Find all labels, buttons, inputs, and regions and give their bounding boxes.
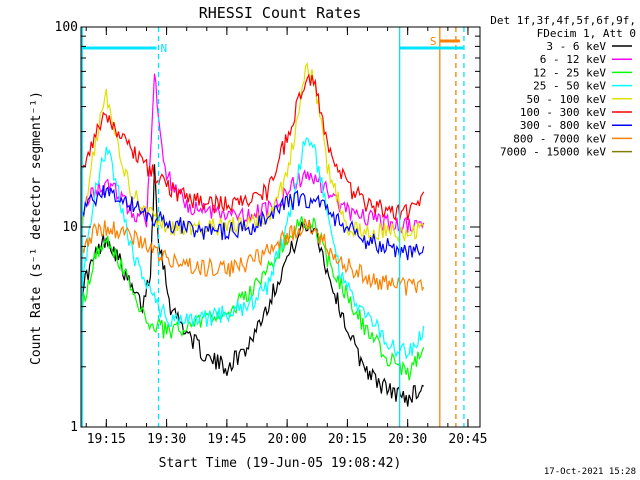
x-tick-label: 20:30 (388, 432, 427, 447)
legend-header: FDecim 1, Att 0 (537, 27, 636, 40)
flag-label: N (161, 42, 168, 55)
x-tick-label: 20:00 (268, 432, 307, 447)
legend-entry-label: 7000 - 15000 keV (500, 146, 606, 159)
x-tick-label: 19:45 (207, 432, 246, 447)
series-line (81, 137, 425, 360)
timestamp: 17-Oct-2021 15:28 (544, 467, 636, 477)
series-line (81, 72, 425, 221)
x-tick-label: 20:15 (328, 432, 367, 447)
series-line (81, 164, 424, 407)
legend-header: Det 1f,3f,4f,5f,6f,9f, (490, 14, 636, 27)
legend-entry-label: 12 - 25 keV (533, 66, 606, 79)
legend: Det 1f,3f,4f,5f,6f,9f,FDecim 1, Att 03 -… (490, 14, 636, 159)
x-tick-label: 20:45 (448, 432, 487, 447)
x-axis-label: Start Time (19-Jun-05 19:08:42) (159, 456, 402, 471)
legend-entry-label: 6 - 12 keV (540, 53, 607, 66)
flag-label: S (430, 35, 437, 48)
series-line (81, 185, 425, 261)
legend-entry-label: 300 - 800 keV (520, 119, 606, 132)
legend-entry-label: 100 - 300 keV (520, 106, 606, 119)
y-axis-label: Count Rate (s⁻¹ detector segment⁻¹) (29, 91, 44, 365)
legend-entry-label: 3 - 6 keV (546, 40, 606, 53)
x-tick-label: 19:30 (147, 432, 186, 447)
y-axis-ticks: 1 10 100 (55, 20, 480, 435)
x-axis-ticks: 19:15 19:30 19:45 20:00 20:15 20:30 20:45 (85, 27, 488, 447)
legend-entry-label: 800 - 7000 keV (513, 132, 606, 145)
y-tick-label: 1 (70, 420, 78, 435)
y-tick-label: 10 (62, 220, 78, 235)
series-line (81, 216, 425, 381)
x-tick-label: 19:15 (87, 432, 126, 447)
y-tick-label: 100 (55, 20, 78, 35)
plot-area: NS (81, 27, 465, 427)
legend-entry-label: 50 - 100 keV (527, 93, 607, 106)
chart-title: RHESSI Count Rates (199, 4, 362, 22)
series-line (81, 218, 425, 296)
series-line (81, 62, 425, 243)
legend-entry-label: 25 - 50 keV (533, 80, 606, 93)
